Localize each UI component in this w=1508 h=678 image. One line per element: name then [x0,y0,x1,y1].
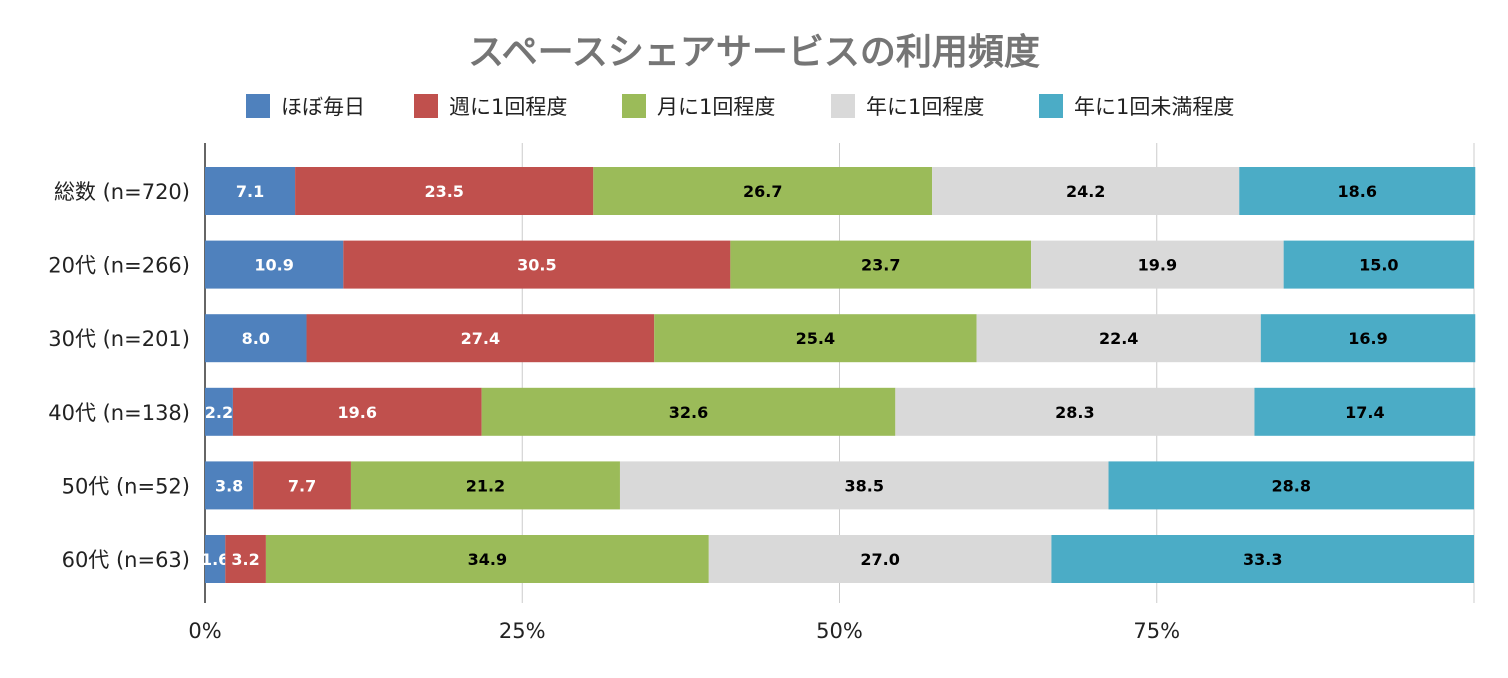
bar-segment [1239,167,1476,215]
data-label: 34.9 [468,550,507,569]
tick-label: 0% [188,619,221,643]
bar-segment [225,535,266,583]
chart-title: スペースシェアサービスの利用頻度 [468,32,1040,73]
bar-segment [1031,240,1284,289]
chart-grid [204,143,1475,603]
data-label: 24.2 [1066,182,1105,201]
bar-segment [205,535,226,583]
data-label: 19.6 [338,403,377,422]
legend-label: 年に1回程度 [866,95,984,119]
category-axis: 総数 (n=720) 20代 (n=266) 30代 (n=201) 40代 (n=1… [48,180,190,572]
legend-label: 週に1回程度 [449,95,567,119]
category-label: 60代 (n=63) [62,548,190,572]
bar-segment [205,167,296,215]
bar-segment [730,240,1032,289]
data-label: 7.7 [288,476,316,495]
legend-item: 年に1回程度 [831,94,984,119]
legend-label: ほぼ毎日 [281,95,365,119]
category-label: 総数 (n=720) [54,180,190,204]
legend-item: 月に1回程度 [622,94,775,119]
bar-row: 2.2 19.6 32.6 28.3 17.4 [205,387,1476,436]
category-label: 40代 (n=138) [48,401,190,425]
data-label: 32.6 [669,403,708,422]
bar-segment [654,314,977,363]
legend-swatch [622,94,646,118]
chart-legend: ほぼ毎日 週に1回程度 月に1回程度 年に1回程度 年に1回未満程度 [246,94,1234,119]
data-label: 8.0 [242,329,270,348]
bar-segment [1283,240,1474,289]
bar-segment [932,167,1240,215]
data-label: 28.3 [1055,403,1094,422]
data-label: 21.2 [466,476,505,495]
data-label: 16.9 [1348,329,1387,348]
bar-segment [1051,535,1474,583]
value-axis: 0% 25% 50% 75% [188,619,1180,643]
legend-item: ほぼ毎日 [246,94,365,119]
data-label: 26.7 [743,182,782,201]
data-label: 28.8 [1272,476,1311,495]
bar-segment [205,461,254,510]
bar-segment [343,240,731,289]
category-label: 30代 (n=201) [48,327,190,351]
legend-swatch [414,94,438,118]
bar-row: 7.1 23.5 26.7 24.2 18.6 [205,167,1476,215]
data-label: 3.8 [215,476,243,495]
chart-bars: 7.1 23.5 26.7 24.2 18.6 10.9 30.5 23.7 19.9 15.0 8… [201,167,1476,583]
legend-item: 週に1回程度 [414,94,567,119]
bar-segment [895,387,1255,436]
legend-label: 月に1回程度 [657,95,775,119]
data-label: 10.9 [254,256,293,275]
data-label: 2.2 [205,403,233,422]
bar-row: 1.6 3.2 34.9 27.0 33.3 [201,535,1474,583]
data-label: 25.4 [796,329,835,348]
legend-swatch [246,94,270,118]
bar-segment [265,535,709,583]
data-label: 18.6 [1338,182,1377,201]
bar-row: 8.0 27.4 25.4 22.4 16.9 [205,314,1476,363]
tick-label: 50% [816,619,863,643]
bar-segment [253,461,351,510]
bar-row: 3.8 7.7 21.2 38.5 28.8 [205,461,1474,510]
legend-item: 年に1回未満程度 [1039,94,1234,119]
bar-segment [295,167,594,215]
legend-swatch [831,94,855,118]
bar-segment [976,314,1261,363]
data-label: 17.4 [1345,403,1384,422]
tick-label: 75% [1133,619,1180,643]
data-label: 22.4 [1099,329,1138,348]
data-label: 30.5 [517,256,556,275]
tick-label: 25% [499,619,546,643]
bar-segment [205,240,344,289]
category-label: 20代 (n=266) [48,254,190,278]
legend-swatch [1039,94,1063,118]
data-label: 23.5 [424,182,463,201]
data-label: 27.4 [461,329,500,348]
bar-segment [1254,387,1476,436]
bar-segment [205,314,307,363]
data-label: 23.7 [861,256,900,275]
data-label: 19.9 [1138,256,1177,275]
bar-segment [593,167,933,215]
legend-label: 年に1回未満程度 [1074,95,1234,119]
data-label: 7.1 [236,182,264,201]
data-label: 27.0 [860,550,899,569]
bar-segment [205,387,233,436]
bar-segment [1260,314,1476,363]
data-label: 1.6 [201,550,229,569]
bar-segment [350,461,620,510]
bar-segment [481,387,896,436]
data-label: 3.2 [231,550,259,569]
data-label: 15.0 [1359,256,1398,275]
category-label: 50代 (n=52) [62,474,190,498]
bar-segment [306,314,655,363]
bar-segment [708,535,1052,583]
bar-segment [232,387,482,436]
data-label: 38.5 [845,476,884,495]
bar-segment [1108,461,1474,510]
data-label: 33.3 [1243,550,1282,569]
bar-segment [619,461,1109,510]
bar-row: 10.9 30.5 23.7 19.9 15.0 [205,240,1474,289]
